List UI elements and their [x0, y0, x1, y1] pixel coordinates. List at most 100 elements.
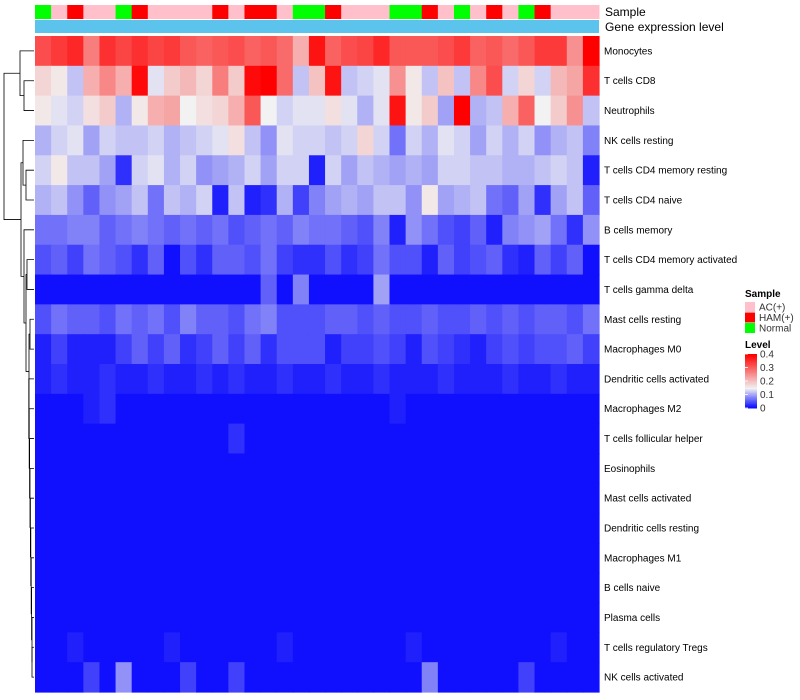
heatmap-cell — [180, 632, 197, 663]
heatmap-cell — [35, 125, 52, 156]
heatmap-cell — [276, 125, 294, 156]
heatmap-cell — [131, 244, 149, 276]
heatmap-cell — [421, 483, 439, 514]
heatmap-cell — [518, 274, 536, 305]
heatmap-cell — [83, 36, 101, 67]
heatmap-cell — [196, 453, 213, 484]
heatmap-cell — [308, 214, 326, 246]
heatmap-cell — [180, 304, 197, 335]
heatmap-cell — [196, 483, 213, 514]
heatmap-cell — [51, 214, 68, 246]
heatmap-cell — [373, 304, 391, 335]
heatmap-cell — [131, 423, 149, 455]
heatmap-cell — [389, 155, 407, 186]
heatmap-cell — [115, 36, 133, 67]
heatmap-cell — [212, 572, 229, 604]
heatmap-cell — [502, 214, 520, 246]
heatmap-cell — [582, 36, 600, 67]
heatmap-cell — [276, 95, 294, 127]
heatmap-cell — [163, 36, 181, 67]
heatmap-cell — [51, 602, 68, 633]
heatmap-cell — [437, 662, 455, 693]
heatmap-cell — [292, 364, 310, 395]
heatmap-cell — [83, 65, 101, 97]
heatmap-cell — [486, 513, 503, 544]
heatmap-cell — [212, 602, 229, 633]
heatmap-cell — [582, 304, 600, 335]
sample-cell — [115, 5, 133, 19]
heatmap-cell — [99, 453, 117, 484]
heatmap-cell — [212, 274, 229, 305]
level-colorbar-segment — [745, 375, 757, 378]
heatmap-cell — [437, 483, 455, 514]
heatmap-cell — [470, 244, 487, 276]
dendrogram-branch — [29, 318, 34, 350]
heatmap-cell — [196, 572, 213, 604]
level-legend-title: Level — [745, 340, 771, 351]
level-colorbar-segment — [745, 394, 757, 397]
heatmap-cell — [35, 572, 52, 604]
level-colorbar-segment — [745, 386, 757, 389]
heatmap-cell — [325, 155, 342, 186]
level-colorbar-segment — [745, 360, 757, 363]
heatmap-cell — [405, 632, 423, 663]
heatmap-cell — [518, 393, 536, 425]
heatmap-cell — [550, 513, 568, 544]
heatmap-cell — [421, 36, 439, 67]
heatmap-cell — [470, 423, 487, 455]
heatmap-cell — [325, 483, 342, 514]
heatmap-cell — [180, 423, 197, 455]
heatmap-cell — [486, 36, 503, 67]
heatmap-cell — [437, 36, 455, 67]
heatmap-cell — [453, 125, 471, 156]
gene-track-label: Gene expression level — [605, 20, 724, 34]
heatmap-cell — [405, 572, 423, 604]
sample-cell — [180, 5, 197, 19]
heatmap-cell — [470, 304, 487, 335]
heatmap-cell — [228, 304, 246, 335]
heatmap-cell — [389, 453, 407, 484]
heatmap-cell — [486, 453, 503, 484]
heatmap-cell — [308, 572, 326, 604]
heatmap-cell — [147, 304, 165, 335]
heatmap-cell — [470, 364, 487, 395]
heatmap-cell — [212, 125, 229, 156]
heatmap-cell — [437, 423, 455, 455]
heatmap-cell — [228, 95, 246, 127]
heatmap-cell — [325, 65, 342, 97]
heatmap-cell — [502, 393, 520, 425]
heatmap-cell — [550, 95, 568, 127]
heatmap-cell — [437, 125, 455, 156]
heatmap-cell — [99, 125, 117, 156]
heatmap-cell — [534, 65, 552, 97]
heatmap-cell — [228, 662, 246, 693]
heatmap-cell — [196, 513, 213, 544]
heatmap-cell — [389, 483, 407, 514]
heatmap-cell — [566, 125, 584, 156]
heatmap-cell — [582, 185, 600, 216]
heatmap-cell — [550, 572, 568, 604]
heatmap-cell — [453, 65, 471, 97]
heatmap-cell — [276, 662, 294, 693]
row-label: Dendritic cells activated — [604, 374, 709, 385]
heatmap-cell — [51, 453, 68, 484]
heatmap-cell — [67, 304, 84, 335]
heatmap-cell — [389, 304, 407, 335]
heatmap-cell — [470, 453, 487, 484]
heatmap-cell — [260, 513, 278, 544]
heatmap-cell — [405, 334, 423, 365]
heatmap-cell — [163, 632, 181, 663]
heatmap-cell — [582, 513, 600, 544]
sample-cell — [582, 5, 600, 19]
dendrogram-branch — [31, 587, 34, 641]
heatmap-cell — [373, 274, 391, 305]
heatmap-cell — [373, 513, 391, 544]
heatmap-cell — [67, 483, 84, 514]
heatmap-cell — [276, 602, 294, 633]
heatmap-cell — [180, 364, 197, 395]
heatmap-cell — [228, 393, 246, 425]
heatmap-cell — [405, 95, 423, 127]
heatmap-cell — [357, 334, 374, 365]
heatmap-cell — [180, 513, 197, 544]
heatmap-cell — [453, 453, 471, 484]
